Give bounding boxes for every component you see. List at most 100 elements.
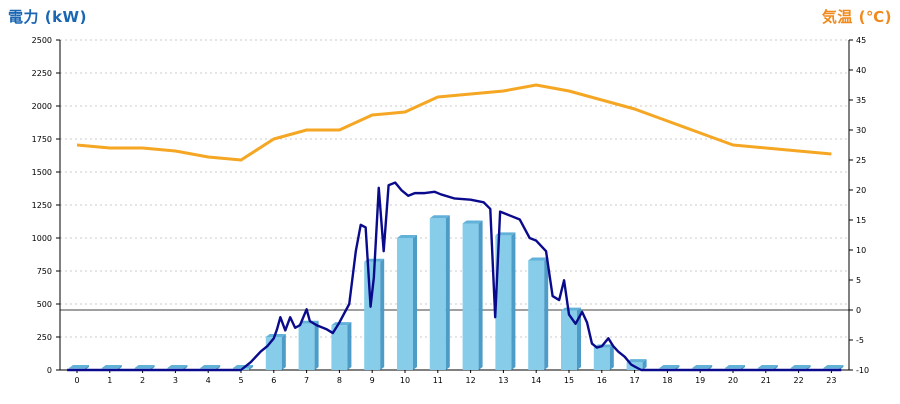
bar-side bbox=[675, 365, 680, 370]
bar-side bbox=[413, 235, 417, 370]
left-tick-label: 250 bbox=[37, 333, 52, 342]
bar bbox=[364, 258, 385, 370]
x-tick-label: 19 bbox=[695, 376, 705, 385]
x-tick-label: 12 bbox=[466, 376, 476, 385]
bar-front bbox=[298, 323, 315, 370]
bar bbox=[561, 307, 581, 370]
x-tick-label: 13 bbox=[498, 376, 508, 385]
left-tick-label: 500 bbox=[37, 300, 52, 309]
bar-top bbox=[200, 365, 221, 368]
left-tick-label: 1500 bbox=[32, 168, 52, 177]
bar-top bbox=[101, 365, 122, 368]
bar-side bbox=[642, 359, 647, 370]
right-tick-label: 25 bbox=[856, 156, 866, 165]
bar-top bbox=[823, 365, 844, 368]
x-tick-label: 23 bbox=[826, 376, 836, 385]
bar-side bbox=[150, 365, 155, 370]
bar-top bbox=[790, 365, 811, 368]
x-tick-label: 17 bbox=[630, 376, 640, 385]
bar-side bbox=[773, 365, 778, 370]
temperature-line bbox=[76, 83, 832, 162]
bar-side bbox=[85, 365, 89, 370]
bar bbox=[397, 235, 417, 370]
left-tick-label: 2250 bbox=[32, 69, 52, 78]
left-axis-title: 電力 (kW) bbox=[8, 8, 87, 26]
bar-side bbox=[708, 365, 713, 370]
left-tick-label: 1250 bbox=[32, 201, 52, 210]
bar-front bbox=[593, 347, 610, 370]
x-tick-label: 21 bbox=[761, 376, 771, 385]
right-tick-label: 35 bbox=[856, 96, 866, 105]
bar bbox=[265, 334, 286, 370]
right-axis-title: 気温 (℃) bbox=[821, 8, 892, 26]
right-tick-label: 30 bbox=[856, 126, 866, 135]
left-tick-label: 750 bbox=[37, 267, 52, 276]
bar-top bbox=[626, 359, 647, 363]
bar-side bbox=[445, 215, 450, 370]
bar-top bbox=[659, 365, 680, 368]
bar-top bbox=[725, 365, 745, 368]
x-tick-label: 20 bbox=[728, 376, 738, 385]
bar-side bbox=[380, 258, 385, 370]
bar-top bbox=[397, 235, 417, 238]
bar-front bbox=[462, 223, 479, 370]
x-tick-label: 3 bbox=[173, 376, 178, 385]
bar-side bbox=[117, 365, 122, 370]
bar-front bbox=[429, 218, 446, 370]
left-tick-label: 2500 bbox=[32, 36, 52, 45]
x-tick-label: 14 bbox=[531, 376, 541, 385]
bar-side bbox=[511, 232, 516, 370]
x-tick-label: 2 bbox=[140, 376, 145, 385]
x-tick-label: 4 bbox=[206, 376, 211, 385]
bar-side bbox=[347, 322, 352, 370]
bar-side bbox=[741, 365, 745, 370]
right-tick-label: -5 bbox=[856, 336, 864, 345]
bar-side bbox=[249, 365, 253, 370]
bar-side bbox=[281, 334, 286, 370]
right-tick-label: 5 bbox=[856, 276, 861, 285]
bar-side bbox=[806, 365, 811, 370]
x-tick-label: 18 bbox=[662, 376, 672, 385]
bar-top bbox=[495, 232, 516, 236]
right-tick-label: 20 bbox=[856, 186, 866, 195]
right-tick-label: 0 bbox=[856, 306, 861, 315]
bar-top bbox=[69, 365, 89, 368]
bar bbox=[462, 220, 483, 370]
bar-top bbox=[528, 257, 549, 261]
right-tick-label: -10 bbox=[856, 366, 869, 375]
bar-side bbox=[216, 365, 221, 370]
bar-side bbox=[839, 365, 844, 370]
x-tick-label: 0 bbox=[74, 376, 79, 385]
x-tick-label: 15 bbox=[564, 376, 574, 385]
bar-front bbox=[397, 238, 413, 370]
bar-top bbox=[462, 220, 483, 224]
left-tick-label: 1750 bbox=[32, 135, 52, 144]
x-tick-label: 5 bbox=[238, 376, 243, 385]
x-tick-label: 6 bbox=[271, 376, 276, 385]
bar-side bbox=[544, 257, 549, 370]
x-tick-label: 16 bbox=[597, 376, 607, 385]
bar-front bbox=[561, 310, 577, 370]
bar-side bbox=[183, 365, 188, 370]
right-tick-label: 45 bbox=[856, 36, 866, 45]
bar bbox=[429, 215, 450, 370]
x-tick-label: 9 bbox=[370, 376, 375, 385]
bar-top bbox=[692, 365, 713, 368]
left-tick-label: 0 bbox=[47, 366, 52, 375]
right-tick-label: 15 bbox=[856, 216, 866, 225]
bar-side bbox=[314, 320, 319, 370]
bar-front bbox=[528, 260, 545, 370]
x-tick-label: 8 bbox=[337, 376, 342, 385]
x-tick-label: 10 bbox=[400, 376, 410, 385]
left-tick-label: 2000 bbox=[32, 102, 52, 111]
bar-side bbox=[478, 220, 483, 370]
left-tick-label: 1000 bbox=[32, 234, 52, 243]
bar-top bbox=[561, 307, 581, 311]
bar-top bbox=[167, 365, 188, 368]
bar-front bbox=[331, 325, 348, 370]
bar-top bbox=[429, 215, 450, 219]
x-tick-label: 7 bbox=[304, 376, 309, 385]
bar bbox=[331, 322, 352, 370]
